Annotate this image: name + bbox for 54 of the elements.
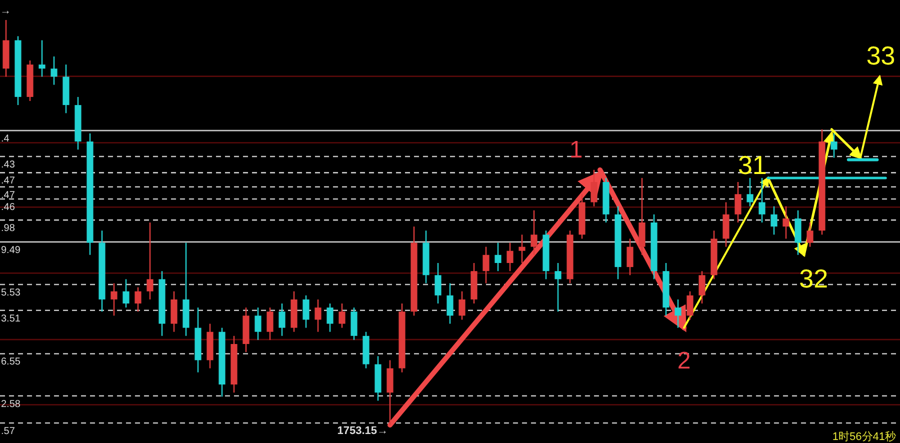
annotation: 31 — [738, 150, 767, 180]
candlestick — [482, 246, 490, 284]
candlestick — [554, 262, 562, 312]
candlestick — [458, 290, 466, 320]
annotation: .47 — [1, 176, 16, 187]
annotation: 2.58 — [1, 398, 21, 410]
candlestick — [266, 306, 274, 341]
candlestick — [782, 206, 790, 240]
candlestick — [806, 222, 814, 248]
candlestick — [770, 206, 778, 236]
annotation: 3.51 — [1, 313, 21, 324]
candlestick — [746, 177, 754, 207]
candlestick — [110, 282, 118, 316]
candlestick — [122, 278, 130, 308]
candlestick — [590, 169, 598, 207]
candlestick — [146, 222, 154, 300]
annotation: 1753.15→ — [337, 425, 388, 437]
text: 1时56分41秒 — [832, 430, 896, 443]
candlestick — [674, 298, 682, 328]
candlestick — [278, 302, 286, 336]
candlestick — [698, 270, 706, 304]
candlestick — [134, 286, 142, 312]
candlestick — [734, 181, 742, 224]
annotation: .47 — [1, 190, 16, 201]
text: → — [0, 5, 11, 17]
annotation: 6.55 — [1, 356, 21, 368]
candlestick — [338, 302, 346, 328]
candlestick — [626, 238, 634, 276]
candlestick — [38, 40, 46, 78]
annotation: 5.53 — [1, 287, 21, 298]
annotation: 32 — [799, 263, 828, 294]
candlestick — [314, 298, 322, 332]
candlestick — [758, 177, 766, 224]
text: 33 — [866, 40, 896, 71]
annotation: .43 — [1, 159, 16, 170]
candlestick — [302, 294, 310, 328]
candlestick — [326, 302, 334, 332]
annotation: 1 — [569, 136, 583, 164]
candlestick — [434, 262, 442, 304]
annotation: 2 — [677, 347, 691, 374]
candlestick — [50, 56, 58, 86]
annotation: 9.49 — [1, 244, 21, 256]
text: .57 — [1, 426, 16, 437]
candlestick — [506, 242, 514, 272]
candlestick — [446, 282, 454, 324]
annotation: .4 — [1, 134, 10, 145]
annotation: .98 — [1, 223, 16, 234]
candlestick — [254, 306, 262, 341]
annotation: .46 — [1, 202, 16, 214]
candlestick — [686, 290, 694, 320]
candlestick — [494, 242, 502, 272]
candlestick — [518, 234, 526, 264]
candlestick — [530, 210, 538, 256]
candlestick — [830, 132, 838, 158]
